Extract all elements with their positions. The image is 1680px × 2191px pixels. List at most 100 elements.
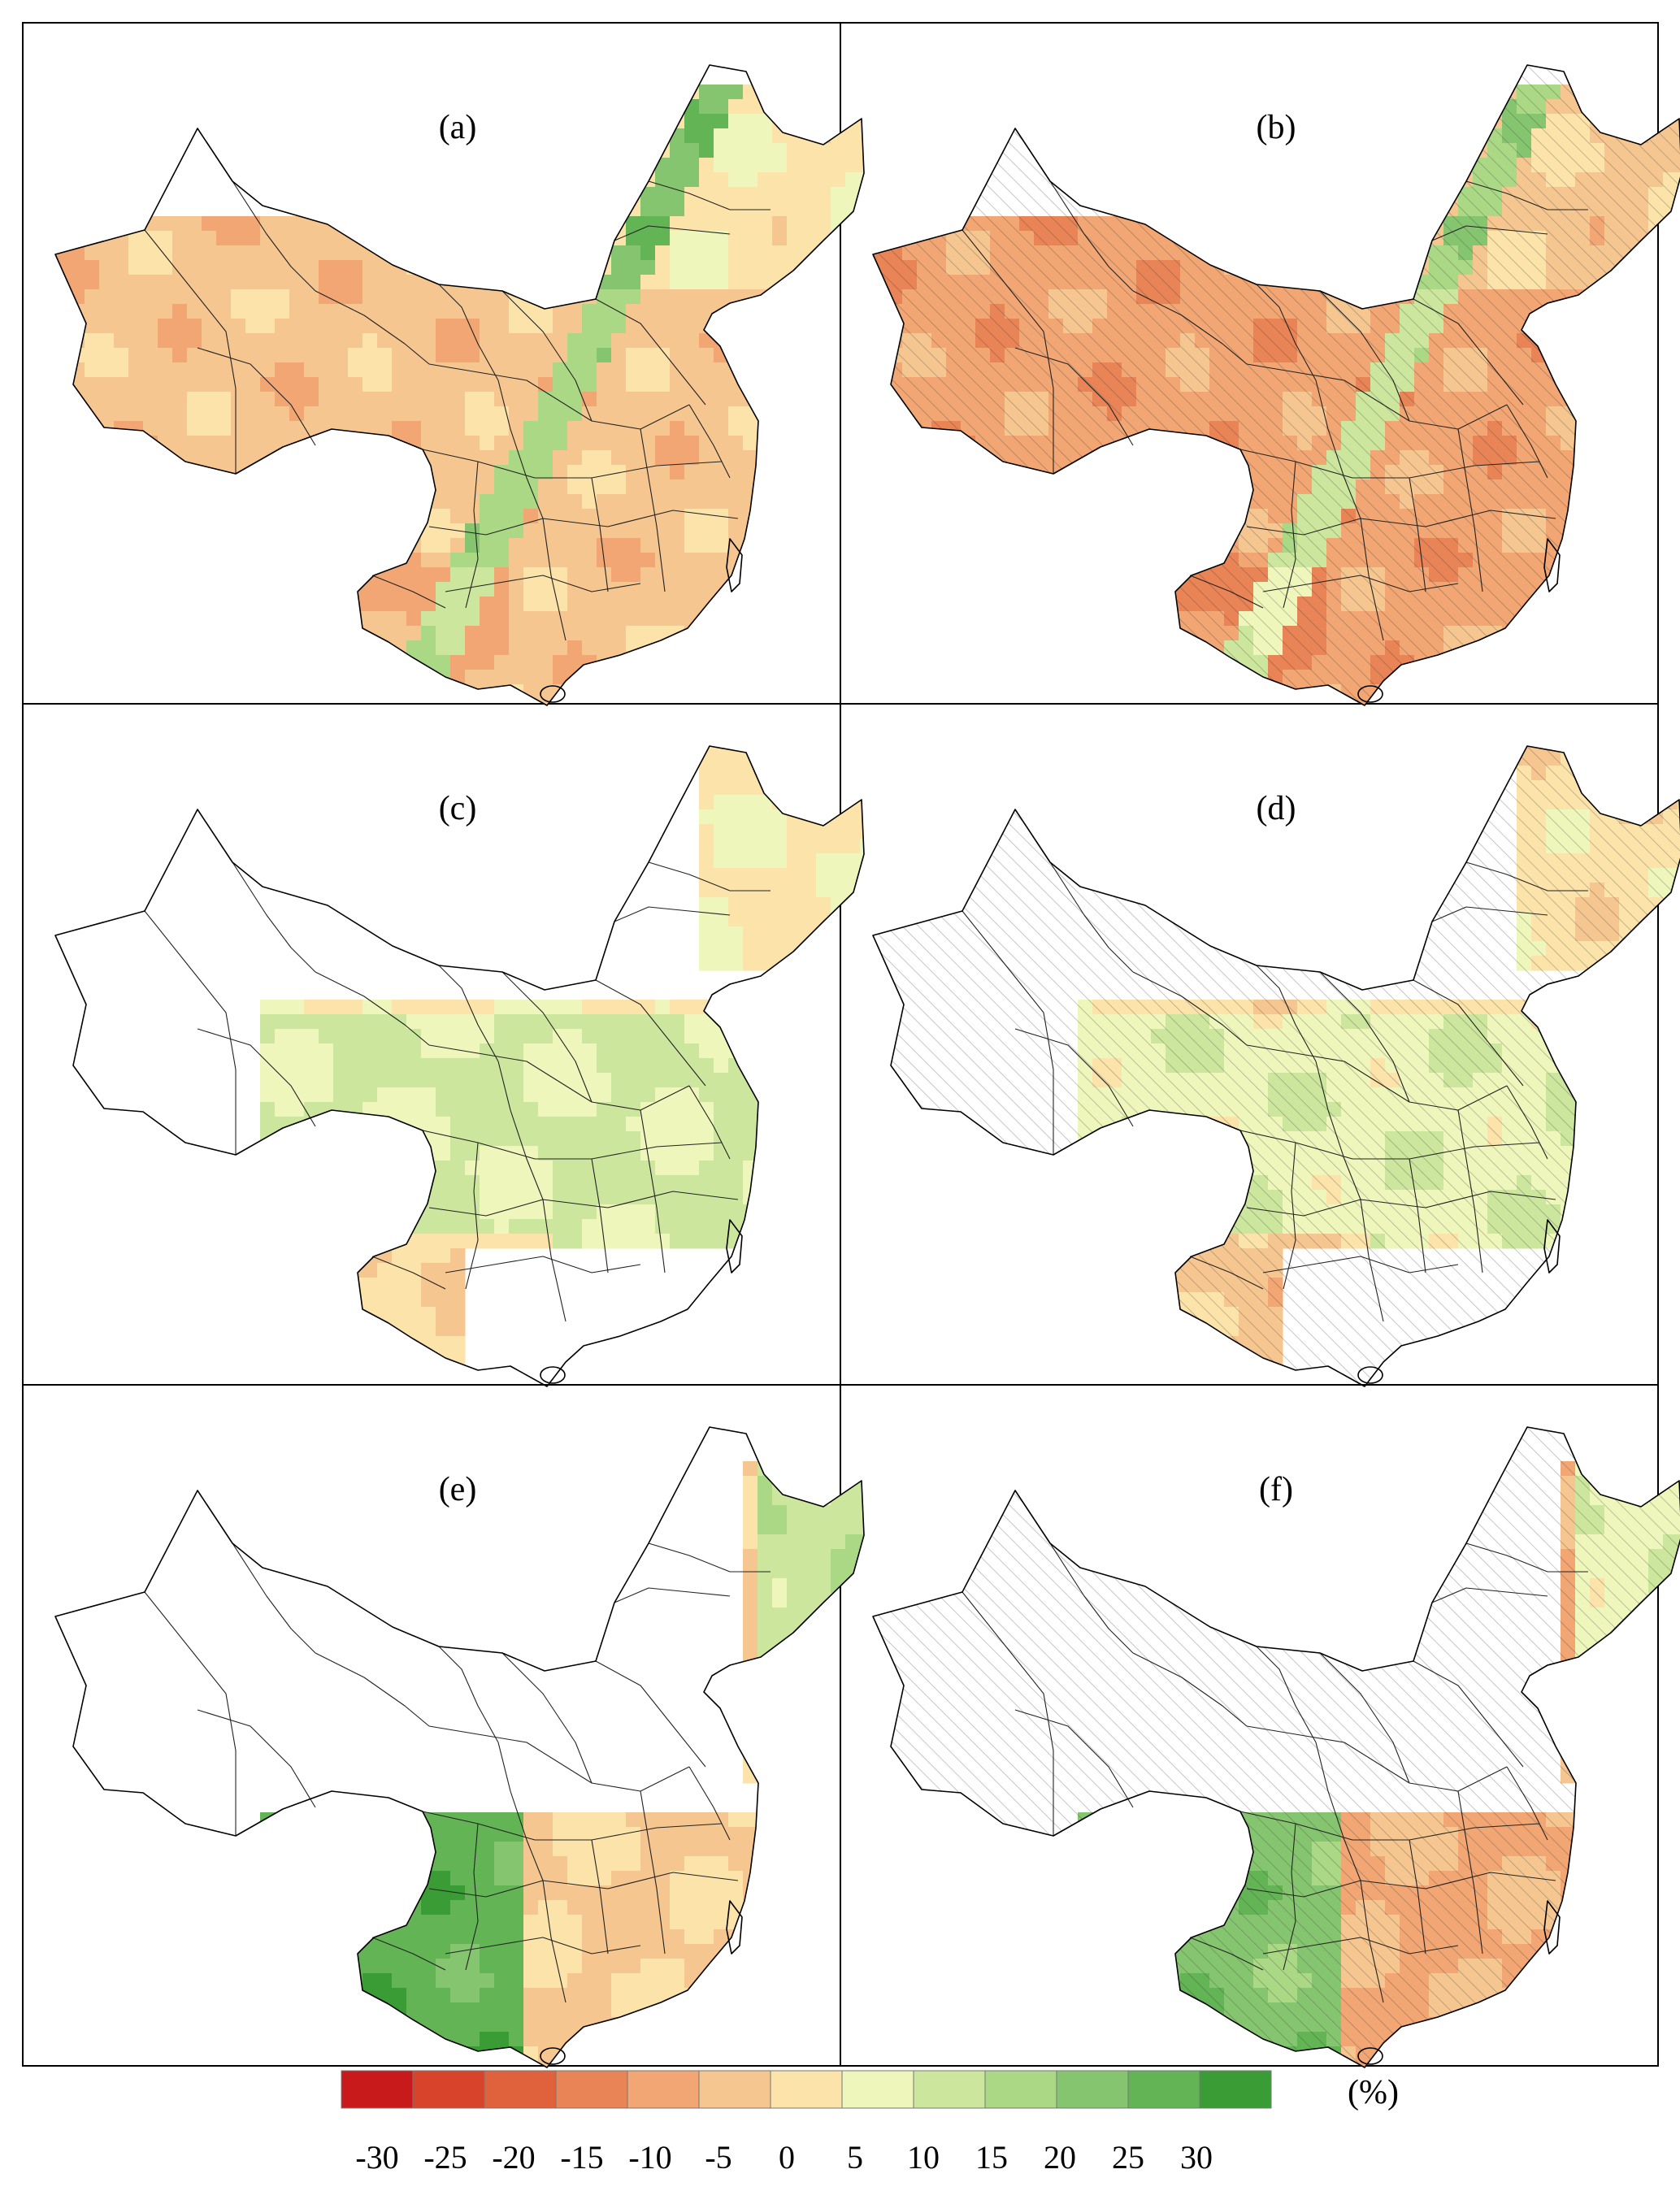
grid-cell: [1648, 231, 1664, 246]
grid-cell: [245, 216, 261, 232]
grid-cell: [1019, 582, 1035, 597]
grid-cell: [275, 465, 290, 480]
grid-cell: [831, 523, 846, 539]
grid-cell: [319, 567, 334, 583]
grid-cell: [758, 538, 773, 553]
grid-cell: [758, 187, 773, 202]
grid-cell: [362, 275, 378, 290]
grid-cell: [655, 392, 671, 407]
grid-cell: [845, 99, 861, 115]
grid-cell: [845, 392, 861, 407]
grid-cell: [743, 868, 758, 883]
grid-cell: [421, 670, 436, 685]
grid-cell: [362, 626, 378, 641]
grid-cell: [362, 465, 378, 480]
grid-cell: [670, 202, 685, 217]
grid-cell: [946, 684, 962, 700]
grid-cell: [245, 362, 261, 378]
grid-cell: [670, 392, 685, 407]
grid-cell: [216, 655, 232, 670]
grid-cell: [873, 626, 888, 641]
grid-cell: [1619, 85, 1634, 100]
grid-cell: [1019, 640, 1035, 656]
grid-cell: [845, 128, 861, 144]
grid-cell: [1151, 479, 1166, 495]
grid-cell: [1648, 567, 1664, 583]
grid-cell: [304, 1043, 319, 1059]
grid-cell: [831, 956, 846, 971]
grid-cell: [450, 216, 466, 232]
grid-cell: [626, 319, 641, 334]
grid-cell: [902, 509, 918, 524]
grid-cell: [684, 1190, 700, 1205]
grid-cell: [831, 377, 846, 393]
grid-cell: [450, 553, 466, 568]
grid-cell: [961, 450, 976, 466]
province-boundary: [1409, 477, 1426, 592]
grid-cell: [275, 1190, 290, 1205]
grid-cell: [772, 626, 788, 641]
grid-cell: [538, 231, 553, 246]
grid-cell: [553, 333, 568, 349]
grid-cell: [216, 523, 232, 539]
grid-cell: [860, 670, 864, 685]
grid-cell: [406, 582, 422, 597]
grid-cell: [348, 523, 363, 539]
grid-cell: [860, 421, 864, 436]
grid-cell: [260, 1014, 276, 1030]
grid-cell: [553, 1204, 568, 1220]
grid-cell: [509, 626, 524, 641]
grid-cell: [333, 611, 349, 627]
grid-cell: [743, 377, 758, 393]
grid-cell: [158, 465, 173, 480]
grid-cell: [758, 494, 773, 510]
grid-cell: [275, 1161, 290, 1176]
grid-cell: [816, 941, 831, 957]
grid-cell: [538, 319, 553, 334]
grid-cell: [699, 509, 714, 524]
grid-cell: [1634, 245, 1649, 261]
grid-cell: [509, 1000, 524, 1015]
grid-cell: [55, 523, 71, 539]
grid-cell: [289, 216, 305, 232]
grid-cell: [494, 494, 510, 510]
grid-cell: [319, 465, 334, 480]
grid-cell: [902, 421, 918, 436]
grid-cell: [55, 231, 71, 246]
grid-cell: [670, 1204, 685, 1220]
grid-cell: [990, 538, 1005, 553]
grid-cell: [333, 1131, 349, 1147]
grid-cell: [626, 1087, 641, 1103]
grid-cell: [494, 1058, 510, 1074]
grid-cell: [1561, 304, 1576, 319]
grid-cell: [655, 553, 671, 568]
grid-cell: [216, 421, 232, 436]
grid-cell: [509, 597, 524, 612]
grid-cell: [289, 538, 305, 553]
grid-cell: [873, 392, 888, 407]
grid-cell: [1019, 626, 1035, 641]
grid-cell: [816, 114, 831, 129]
grid-cell: [567, 509, 583, 524]
grid-cell: [1400, 143, 1415, 158]
grid-cell: [743, 941, 758, 957]
grid-cell: [728, 780, 744, 796]
grid-cell: [289, 655, 305, 670]
grid-cell: [582, 699, 597, 705]
grid-cell: [758, 897, 773, 913]
grid-cell: [640, 143, 656, 158]
grid-cell: [758, 1073, 773, 1088]
grid-cell: [758, 406, 773, 422]
grid-cell: [1604, 567, 1620, 583]
grid-cell: [1224, 699, 1239, 705]
grid-cell: [1590, 465, 1605, 480]
grid-cell: [787, 626, 802, 641]
grid-cell: [772, 1175, 788, 1191]
grid-cell: [494, 1175, 510, 1191]
grid-cell: [1078, 494, 1093, 510]
grid-cell: [480, 421, 495, 436]
grid-cell: [1619, 626, 1634, 641]
grid-cell: [553, 1161, 568, 1176]
grid-cell: [626, 553, 641, 568]
grid-cell: [1575, 494, 1591, 510]
